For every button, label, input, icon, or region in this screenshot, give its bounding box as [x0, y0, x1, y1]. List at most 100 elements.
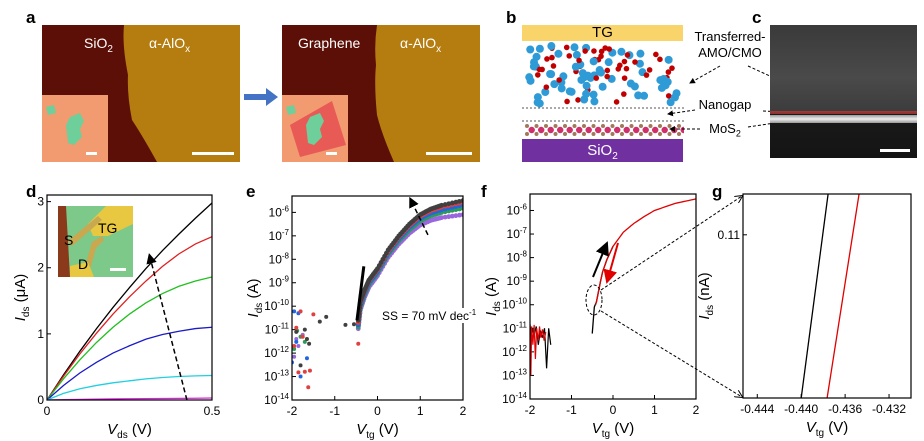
- metal-atom: [532, 52, 541, 61]
- mos2-atom: [610, 124, 615, 128]
- noise-point: [294, 336, 299, 341]
- mos2-atom: [677, 124, 681, 128]
- oxygen-atom: [621, 91, 627, 97]
- mos2-atom: [591, 124, 596, 128]
- mos2-atom: [642, 126, 649, 134]
- data-point: [446, 214, 452, 220]
- y-tick-exponent: -11: [278, 322, 290, 331]
- mos2-atom: [547, 126, 554, 134]
- scale-bar: [426, 152, 472, 155]
- mos2-atom: [639, 124, 643, 128]
- oxygen-atom: [653, 51, 659, 58]
- afm-image-after: Graphene α-AlOx: [282, 25, 480, 162]
- mos2-atom: [648, 132, 653, 136]
- mos2-atom: [639, 132, 643, 136]
- oxygen-atom: [598, 48, 605, 55]
- data-point: [365, 279, 371, 285]
- x-axis-symbol: V: [356, 421, 368, 438]
- series-line: [47, 374, 212, 400]
- series-line: [47, 202, 212, 400]
- y-tick-label: 10-9: [269, 275, 290, 290]
- zoom-connector-bottom: [600, 310, 742, 397]
- data-point: [457, 206, 462, 212]
- mos2-atom: [652, 126, 659, 134]
- y-tick-label: 3: [37, 195, 44, 209]
- oxygen-atom: [543, 84, 550, 90]
- noise-point: [298, 309, 303, 314]
- y-axis-symbol: I: [483, 312, 500, 316]
- y-tick-exponent: -13: [277, 369, 289, 378]
- mos2-atom: [680, 126, 684, 134]
- x-tick-label: -0.432: [872, 402, 906, 416]
- metal-atom: [583, 71, 592, 80]
- y-axis-unit: (A): [245, 279, 262, 303]
- top-gate-label: TG: [98, 220, 118, 236]
- oxygen-atom: [617, 62, 623, 69]
- mos2-atom: [620, 124, 624, 128]
- metal-atom: [570, 43, 579, 52]
- oxygen-atom: [646, 67, 653, 73]
- noise-point: [292, 346, 297, 351]
- y-axis-symbol: I: [696, 315, 713, 319]
- optical-inset-after: [282, 95, 348, 162]
- oxygen-atom: [643, 72, 650, 78]
- metal-atom: [640, 91, 649, 100]
- noise-point: [307, 341, 312, 346]
- y-tick-label: 10-13: [264, 369, 289, 384]
- x-axis-unit: (V): [824, 419, 848, 436]
- metal-atom: [635, 59, 644, 68]
- mos2-atom: [591, 132, 596, 136]
- mos2-atom: [614, 126, 621, 134]
- y-axis-subscript: ds: [21, 307, 32, 318]
- data-point: [405, 223, 411, 229]
- oxygen-atom: [606, 46, 613, 52]
- metal-atom: [636, 49, 645, 58]
- metal-atom: [634, 91, 643, 100]
- oxygen-atom: [576, 57, 582, 64]
- x-axis-unit: (V): [610, 420, 634, 437]
- mos2-atom: [661, 126, 668, 134]
- drain-label: D: [78, 256, 89, 272]
- source-label: S: [64, 232, 74, 248]
- y-tick-label: 10-8: [269, 251, 290, 266]
- noise-point: [324, 314, 329, 319]
- x-tick-label: 0.5: [204, 404, 221, 418]
- metal-atom: [598, 82, 607, 91]
- x-axis-label: Vtg (V): [806, 419, 849, 439]
- metal-atom: [597, 68, 606, 77]
- panel-label-g: g: [712, 182, 723, 201]
- oxide-atoms-diagram: [522, 42, 684, 136]
- noise-point: [300, 334, 305, 339]
- y-axis-unit: (nA): [696, 272, 713, 305]
- reverse-sweep-arrow: [603, 242, 619, 284]
- metal-atom: [557, 84, 566, 93]
- x-axis-symbol: V: [107, 421, 119, 438]
- scale-bar: [110, 268, 126, 271]
- oxygen-atom: [623, 65, 630, 72]
- mos2-atom: [582, 124, 586, 128]
- alox-label: α-AlOx: [400, 35, 442, 55]
- metal-atom: [554, 49, 563, 58]
- x-axis-symbol: V: [592, 420, 604, 437]
- y-tick-exponent: -12: [277, 345, 289, 354]
- sio2-label: SiO2: [84, 35, 113, 55]
- noise-point: [294, 325, 299, 330]
- noise-point: [304, 356, 309, 361]
- x-tick-label: -0.436: [828, 402, 862, 416]
- y-tick-exponent: -9: [520, 273, 528, 282]
- y-tick-label: 10-11: [503, 320, 528, 335]
- y-tick-exponent: -7: [520, 226, 528, 235]
- metal-atom: [533, 98, 542, 107]
- plot-area-d: [47, 202, 212, 400]
- noise-point: [304, 336, 309, 341]
- mos2-atom: [544, 124, 548, 128]
- scale-bar: [326, 152, 337, 155]
- x-tick-label: 0: [374, 404, 381, 418]
- metal-atom: [630, 82, 639, 91]
- alox-region: [375, 25, 480, 162]
- mos2-atom: [534, 132, 539, 136]
- y-tick-exponent: -7: [282, 228, 290, 237]
- mos2-atom: [576, 126, 583, 134]
- mos2-atom: [553, 124, 558, 128]
- noise-trace: [530, 324, 547, 376]
